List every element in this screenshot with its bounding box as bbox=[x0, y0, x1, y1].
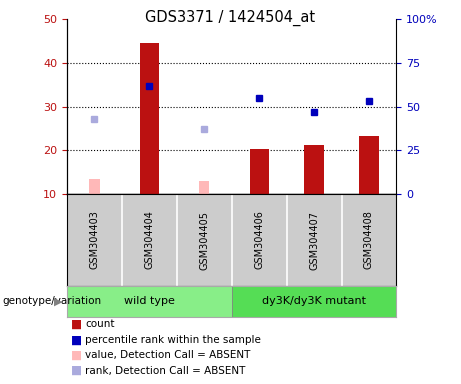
Text: ■: ■ bbox=[71, 364, 83, 377]
Text: rank, Detection Call = ABSENT: rank, Detection Call = ABSENT bbox=[85, 366, 246, 376]
Bar bbox=[67, 286, 231, 317]
Bar bbox=[249, 149, 269, 194]
Bar bbox=[89, 179, 100, 194]
Text: GSM304403: GSM304403 bbox=[89, 210, 99, 270]
Text: GSM304408: GSM304408 bbox=[364, 210, 374, 270]
Text: count: count bbox=[85, 319, 115, 329]
Bar bbox=[304, 144, 324, 194]
Bar bbox=[231, 286, 396, 317]
Text: GSM304404: GSM304404 bbox=[144, 210, 154, 270]
Text: GDS3371 / 1424504_at: GDS3371 / 1424504_at bbox=[145, 10, 316, 26]
Bar bbox=[140, 43, 159, 194]
Text: GSM304406: GSM304406 bbox=[254, 210, 264, 270]
Text: ■: ■ bbox=[71, 318, 83, 331]
Text: GSM304407: GSM304407 bbox=[309, 210, 319, 270]
Text: ▶: ▶ bbox=[54, 296, 62, 306]
Bar bbox=[199, 181, 209, 194]
Text: genotype/variation: genotype/variation bbox=[2, 296, 101, 306]
Text: wild type: wild type bbox=[124, 296, 175, 306]
Bar bbox=[360, 136, 378, 194]
Text: ■: ■ bbox=[71, 349, 83, 362]
Text: value, Detection Call = ABSENT: value, Detection Call = ABSENT bbox=[85, 350, 251, 360]
Text: ■: ■ bbox=[71, 333, 83, 346]
Text: percentile rank within the sample: percentile rank within the sample bbox=[85, 335, 261, 345]
Text: dy3K/dy3K mutant: dy3K/dy3K mutant bbox=[262, 296, 366, 306]
Text: GSM304405: GSM304405 bbox=[199, 210, 209, 270]
